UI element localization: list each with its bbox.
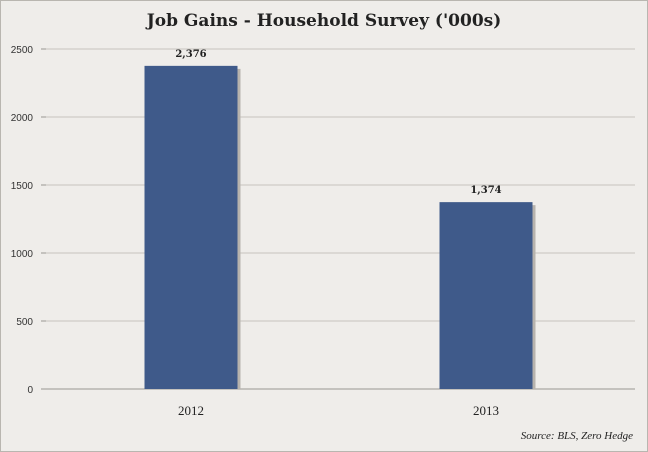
x-tick-label: 2012 bbox=[178, 403, 204, 418]
bar-2012 bbox=[144, 65, 238, 389]
y-tick-label: 500 bbox=[16, 317, 33, 328]
y-tick-label: 1500 bbox=[11, 181, 34, 192]
bar-2013 bbox=[439, 202, 533, 389]
y-tick-label: 1000 bbox=[11, 249, 34, 260]
data-label: 2,376 bbox=[175, 49, 206, 60]
chart-title: Job Gains - Household Survey ('000s) bbox=[146, 11, 502, 31]
y-tick-label: 2500 bbox=[11, 45, 34, 56]
y-tick-label: 2000 bbox=[11, 113, 34, 124]
y-tick-label: 0 bbox=[27, 385, 33, 396]
source-note: Source: BLS, Zero Hedge bbox=[520, 430, 633, 442]
x-tick-label: 2013 bbox=[473, 403, 499, 418]
data-label: 1,374 bbox=[470, 185, 501, 196]
